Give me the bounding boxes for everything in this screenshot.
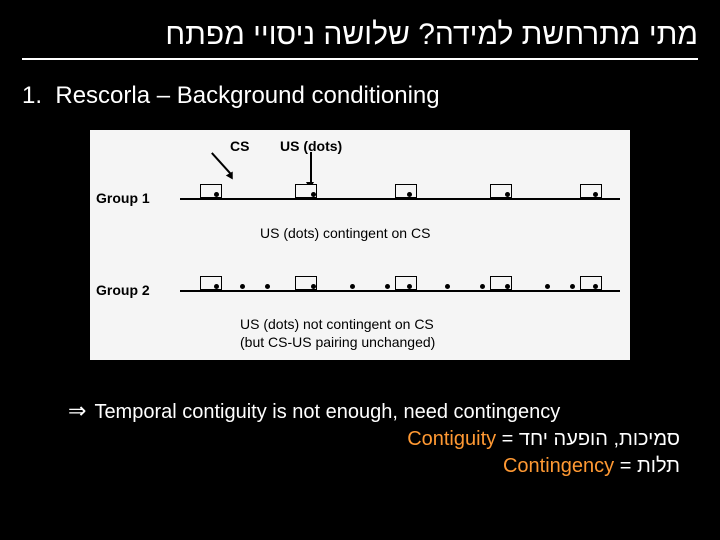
contingent-label: US (dots) contingent on CS xyxy=(260,225,430,241)
us-dot xyxy=(480,284,485,289)
us-dot xyxy=(214,192,219,197)
conclusion-line: ⇒ Temporal contiguity is not enough, nee… xyxy=(68,398,680,424)
page-title: מתי מתרחשת למידה? שלושה ניסויי מפתח xyxy=(22,18,698,60)
eq2: = xyxy=(614,455,637,477)
us-dot xyxy=(505,192,510,197)
us-arrow-line xyxy=(310,152,312,184)
us-dot xyxy=(545,284,550,289)
cs-arrow-line xyxy=(211,152,231,174)
cs-arrow-head xyxy=(226,171,236,181)
cs-box xyxy=(395,276,417,290)
us-dot xyxy=(311,192,316,197)
eq1: = xyxy=(496,428,519,450)
contingency-term: Contingency xyxy=(503,455,614,477)
group2-timeline xyxy=(180,290,620,292)
subtitle-number: 1. xyxy=(22,82,42,109)
us-dot xyxy=(593,284,598,289)
group1-timeline xyxy=(180,198,620,200)
contingency-definition: תלות = Contingency xyxy=(68,455,680,478)
not-contingent-label-1: US (dots) not contingent on CS xyxy=(240,316,434,332)
contiguity-term: Contiguity xyxy=(407,428,496,450)
implies-icon: ⇒ xyxy=(68,398,86,424)
us-dot xyxy=(407,284,412,289)
contingency-he: תלות xyxy=(637,455,680,477)
us-dot xyxy=(407,192,412,197)
subtitle-text: Rescorla – Background conditioning xyxy=(55,82,439,109)
cs-box xyxy=(200,184,222,198)
rescorla-diagram: CS US (dots) Group 1 US (dots) contingen… xyxy=(90,130,630,360)
cs-box xyxy=(580,184,602,198)
us-dot xyxy=(505,284,510,289)
us-dot xyxy=(311,284,316,289)
contiguity-definition: סמיכות, הופעה יחד = Contiguity xyxy=(68,428,680,451)
cs-label: CS xyxy=(230,138,249,154)
contiguity-he: סמיכות, הופעה יחד xyxy=(519,428,680,450)
group1-label: Group 1 xyxy=(96,190,150,206)
conclusion-block: ⇒ Temporal contiguity is not enough, nee… xyxy=(68,398,680,478)
cs-box xyxy=(580,276,602,290)
subtitle: 1. Rescorla – Background conditioning xyxy=(22,82,440,110)
conclusion-text: Temporal contiguity is not enough, need … xyxy=(94,401,560,424)
us-dot xyxy=(214,284,219,289)
us-dot xyxy=(570,284,575,289)
cs-box xyxy=(395,184,417,198)
us-dot xyxy=(265,284,270,289)
us-dot xyxy=(385,284,390,289)
us-dot xyxy=(240,284,245,289)
not-contingent-label-2: (but CS-US pairing unchanged) xyxy=(240,334,435,350)
us-dot xyxy=(593,192,598,197)
us-dot xyxy=(350,284,355,289)
cs-box xyxy=(200,276,222,290)
us-dot xyxy=(445,284,450,289)
group2-label: Group 2 xyxy=(96,282,150,298)
